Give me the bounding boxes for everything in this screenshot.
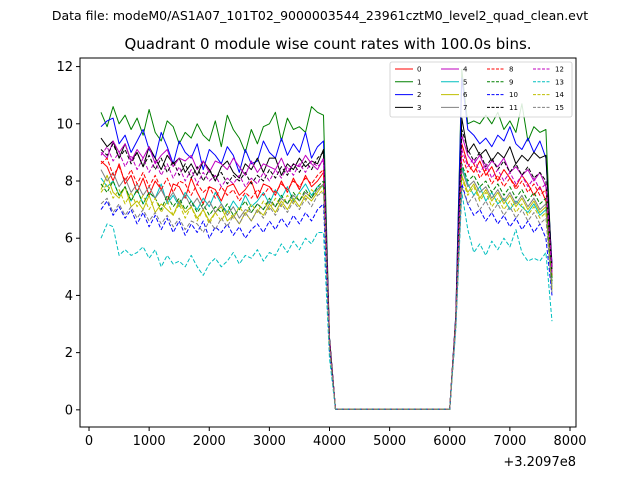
legend-label-13: 13 bbox=[555, 78, 564, 86]
y-tick-label: 12 bbox=[56, 60, 73, 75]
x-tick-label: 7000 bbox=[493, 434, 526, 449]
legend-label-3: 3 bbox=[417, 104, 421, 112]
suptitle: Data file: modeM0/AS1A07_101T02_90000035… bbox=[52, 8, 588, 23]
legend-label-14: 14 bbox=[555, 91, 564, 99]
series-line-8 bbox=[100, 154, 553, 410]
series-layer bbox=[100, 68, 553, 410]
x-tick-label: 5000 bbox=[373, 434, 406, 449]
x-tick-label: 4000 bbox=[313, 434, 346, 449]
y-tick-label: 2 bbox=[65, 346, 73, 361]
legend-label-1: 1 bbox=[417, 78, 421, 86]
series-line-15 bbox=[100, 186, 553, 410]
x-tick-label: 8000 bbox=[553, 434, 586, 449]
x-tick-label: 3000 bbox=[253, 434, 286, 449]
legend-label-8: 8 bbox=[509, 66, 513, 74]
legend-label-2: 2 bbox=[417, 91, 421, 99]
series-line-14 bbox=[100, 177, 553, 410]
y-tick-label: 0 bbox=[65, 403, 73, 418]
chart-title: Quadrant 0 module wise count rates with … bbox=[124, 35, 531, 53]
legend-label-12: 12 bbox=[555, 66, 564, 74]
plot-area bbox=[80, 58, 576, 427]
x-axis-offset-label: +3.2097e8 bbox=[503, 455, 576, 470]
series-line-12 bbox=[100, 146, 553, 410]
series-line-13 bbox=[100, 191, 553, 410]
x-tick-label: 6000 bbox=[433, 434, 466, 449]
legend-label-5: 5 bbox=[463, 78, 467, 86]
legend-label-9: 9 bbox=[509, 78, 513, 86]
y-tick-label: 6 bbox=[65, 232, 73, 247]
x-tick-label: 1000 bbox=[133, 434, 166, 449]
y-axis-ticks: 0 2 4 6 8 10 12 bbox=[56, 60, 80, 418]
legend-label-11: 11 bbox=[509, 104, 518, 112]
legend-label-6: 6 bbox=[463, 91, 468, 99]
y-tick-label: 10 bbox=[56, 117, 73, 132]
x-tick-label: 0 bbox=[85, 434, 93, 449]
legend-label-10: 10 bbox=[509, 91, 518, 99]
legend-label-4: 4 bbox=[463, 66, 468, 74]
legend-label-7: 7 bbox=[463, 104, 467, 112]
y-tick-label: 4 bbox=[65, 289, 73, 304]
y-tick-label: 8 bbox=[65, 175, 73, 190]
plot-frame bbox=[79, 57, 577, 428]
x-axis-ticks: 0 1000 2000 3000 4000 5000 6000 7000 8000 bbox=[85, 427, 587, 449]
legend-label-0: 0 bbox=[417, 66, 421, 74]
legend-box bbox=[389, 61, 573, 118]
x-tick-label: 2000 bbox=[193, 434, 226, 449]
legend-label-15: 15 bbox=[555, 104, 564, 112]
